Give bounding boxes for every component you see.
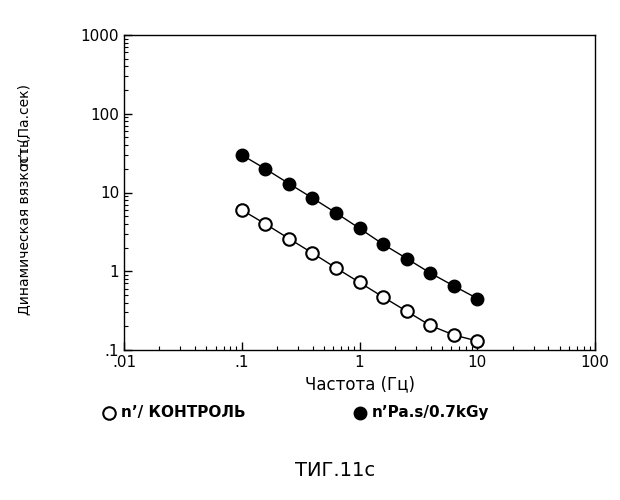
Text: n’₁ (Па.сек): n’₁ (Па.сек): [18, 84, 32, 166]
Text: n’Pa.s/0.7kGy: n’Pa.s/0.7kGy: [372, 405, 490, 420]
Text: Динамическая вязкость,: Динамическая вязкость,: [18, 134, 32, 316]
Text: n’/ КОНТРОЛЬ: n’/ КОНТРОЛЬ: [121, 405, 246, 420]
X-axis label: Частота (Гц): Частота (Гц): [304, 376, 415, 394]
Text: ΤИГ.11с: ΤИГ.11с: [294, 460, 375, 479]
